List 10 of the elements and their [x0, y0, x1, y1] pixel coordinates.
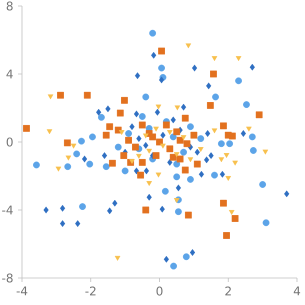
y-tick-label: 0: [6, 137, 13, 147]
y-tick-label: -8: [2, 273, 13, 283]
y-tick-label: 4: [6, 70, 13, 78]
y-tick-label: -4: [2, 206, 13, 214]
y-tick-label: 8: [6, 1, 13, 11]
x-tick-label: 0: [156, 286, 163, 296]
x-tick-label: 4: [294, 286, 300, 296]
x-tick-label: -2: [85, 286, 96, 296]
x-tick-label: 2: [225, 286, 231, 296]
x-tick-label: -4: [16, 286, 28, 296]
